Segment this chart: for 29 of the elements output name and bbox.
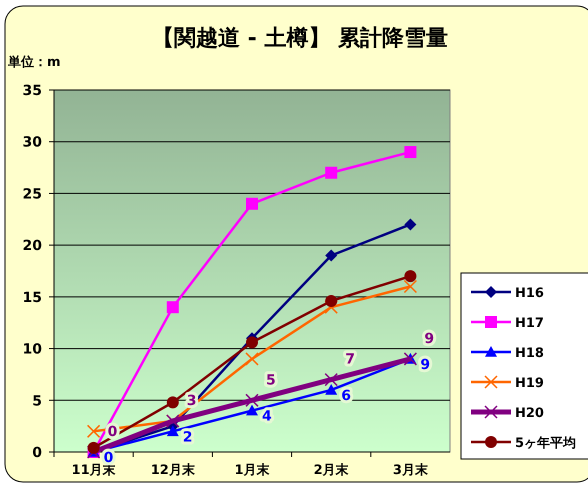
y-tick-label: 25 [22,186,42,202]
y-tick-label: 35 [22,83,42,99]
x-tick-label: 3月末 [392,463,429,478]
legend-label: H19 [515,376,544,391]
legend-label: H17 [515,316,544,331]
data-label: 9 [424,330,434,347]
legend-label: H18 [515,346,544,361]
x-tick-label: 2月末 [314,463,350,478]
y-tick-label: 30 [22,134,42,151]
y-tick-label: 15 [22,290,42,306]
x-tick-label: 1月末 [234,463,271,478]
data-label: 9 [420,356,430,373]
y-tick-label: 10 [22,342,42,358]
data-label: 7 [345,352,355,368]
y-axis-title: 単位：m [7,55,61,70]
x-tick-label: 12月末 [150,463,196,478]
data-label: 2 [182,429,193,446]
legend-label: H20 [515,406,544,421]
x-tick-label: 11月末 [72,463,117,478]
y-tick-label: 20 [22,238,42,254]
data-label: 0 [104,450,114,466]
data-label: 5 [266,372,276,388]
legend-label: H16 [515,286,544,301]
y-tick-label: 0 [32,445,42,461]
data-label: 4 [262,408,272,425]
y-tick-label: 5 [32,393,42,410]
legend-label: 5ヶ年平均 [515,436,576,451]
data-label: 6 [341,388,351,404]
chart-title: 【関越道 - 土樽】 累計降雪量 [152,26,448,51]
